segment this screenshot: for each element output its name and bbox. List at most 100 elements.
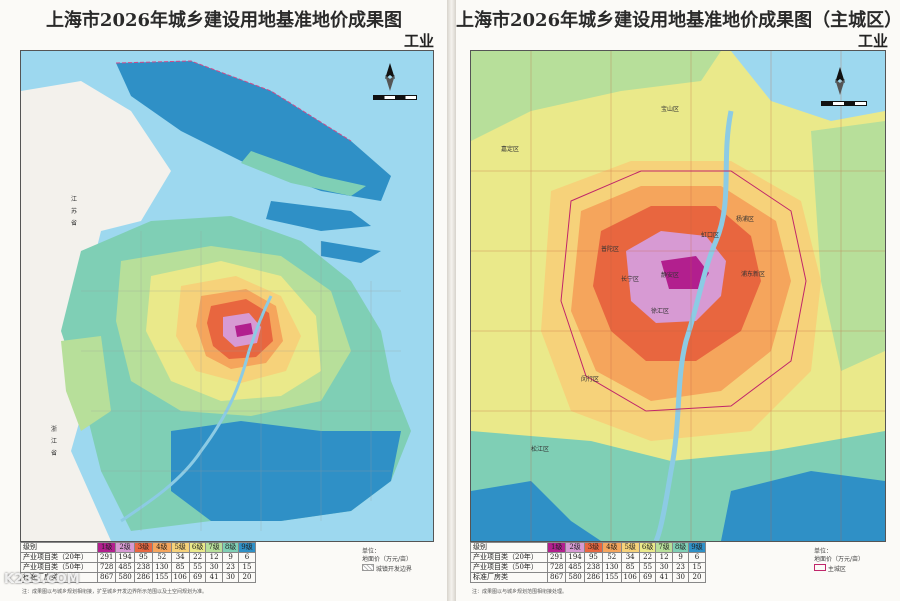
legend-cell: 580 — [565, 572, 585, 583]
place-label-sheng: 省 — [71, 219, 77, 227]
legend-level: 7级 — [655, 542, 673, 553]
district-label: 徐汇区 — [651, 307, 669, 315]
level1-zone — [235, 323, 253, 337]
legend-cell: 728 — [546, 562, 567, 573]
legend-level-header: 级别 — [20, 542, 98, 553]
legend-level: 1级 — [546, 542, 567, 553]
unit-label: 单位： — [362, 548, 381, 555]
legend-cell: 106 — [620, 572, 640, 583]
legend-cell: 291 — [96, 552, 117, 563]
legend-row: 标准厂房类 867 580 286 155 106 69 41 30 20 — [470, 572, 706, 583]
legend-row: 产业项目类（50年） 728 485 238 130 85 55 30 23 15 — [470, 562, 706, 573]
legend-level-header: 级别 — [470, 542, 548, 553]
scale-bar — [373, 95, 417, 100]
legend-cell: 286 — [133, 572, 154, 583]
legend-cell: 238 — [583, 562, 604, 573]
legend-cell: 155 — [602, 572, 622, 583]
legend-level: 5级 — [620, 542, 640, 553]
legend-cell: 30 — [655, 562, 673, 573]
district-label: 静安区 — [661, 271, 679, 279]
legend-row-label: 产业项目类（50年） — [470, 562, 548, 573]
left-map-canvas: 江 苏 省 浙 江 省 — [20, 50, 434, 542]
legend-cell: 867 — [96, 572, 117, 583]
legend-level: 8级 — [671, 542, 690, 553]
legend-cell: 106 — [170, 572, 190, 583]
legend-cell: 34 — [170, 552, 190, 563]
level1-zone — [661, 256, 709, 289]
legend-cell: 9 — [671, 552, 690, 563]
legend-cell: 30 — [221, 572, 240, 583]
legend-cell: 155 — [152, 572, 172, 583]
legend-cell: 12 — [655, 552, 673, 563]
left-footnote: 注：成果图以与城乡规划相衔接，扩至城乡开发边界所示范围以及土空间规划为准。 — [22, 589, 208, 595]
legend-cell: 55 — [638, 562, 657, 573]
left-map-subtitle: 工业 — [403, 32, 434, 50]
legend-level: 6级 — [638, 542, 657, 553]
legend-cell: 6 — [238, 552, 256, 563]
left-map-title: 上海市2026年城乡建设用地基准地价成果图 — [45, 10, 403, 31]
district-label: 闵行区 — [581, 375, 599, 383]
legend-cell: 130 — [602, 562, 622, 573]
left-legend-table: 级别 1级 2级 3级 4级 5级 6级 7级 8级 9级 产业项目类（20年）… — [20, 542, 256, 583]
legend-cell: 130 — [152, 562, 172, 573]
legend-cell: 95 — [583, 552, 604, 563]
legend-level: 5级 — [170, 542, 190, 553]
legend-level: 3级 — [583, 542, 604, 553]
legend-level: 2级 — [115, 542, 135, 553]
legend-level: 9级 — [688, 542, 706, 553]
legend-cell: 85 — [620, 562, 640, 573]
legend-cell: 52 — [602, 552, 622, 563]
place-label-jiang2: 江 — [51, 438, 57, 445]
legend-cell: 23 — [671, 562, 690, 573]
legend-level: 9级 — [238, 542, 256, 553]
scale-bar — [821, 101, 867, 106]
huangpu-river — [653, 110, 734, 541]
legend-cell: 291 — [546, 552, 567, 563]
main-city-boundary — [560, 170, 807, 412]
legend-level: 4级 — [152, 542, 172, 553]
right-map-canvas: 静安区 长宁区 徐汇区 虹口区 杨浦区 浦东新区 宝山区 普陀区 闵行区 松江区… — [470, 50, 886, 542]
legend-cell: 580 — [115, 572, 135, 583]
legend-cell: 69 — [188, 572, 207, 583]
legend-level: 7级 — [205, 542, 223, 553]
legend-cell: 34 — [620, 552, 640, 563]
legend-level: 6级 — [188, 542, 207, 553]
legend-cell: 6 — [688, 552, 706, 563]
legend-cell: 9 — [221, 552, 240, 563]
legend-cell: 69 — [638, 572, 657, 583]
legend-cell: 41 — [205, 572, 223, 583]
legend-row-label: 产业项目类（20年） — [470, 552, 548, 563]
book-gutter — [447, 0, 457, 601]
legend-level-row: 级别 1级 2级 3级 4级 5级 6级 7级 8级 9级 — [20, 542, 256, 553]
unit-value: 地面价（万元/亩） — [362, 556, 413, 563]
legend-cell: 23 — [221, 562, 240, 573]
legend-cell: 41 — [655, 572, 673, 583]
legend-row-label: 产业项目类（20年） — [20, 552, 98, 563]
legend-level: 4级 — [602, 542, 622, 553]
legend-cell: 867 — [546, 572, 567, 583]
legend-cell: 12 — [205, 552, 223, 563]
legend-cell: 15 — [688, 562, 706, 573]
right-footnote: 注：成果图以与城乡规划范围相衔接处理。 — [472, 589, 568, 595]
legend-cell: 485 — [565, 562, 585, 573]
legend-level: 8级 — [221, 542, 240, 553]
unit-label: 单位： — [814, 548, 833, 555]
hatch-swatch-icon — [362, 564, 374, 571]
legend-level: 3级 — [133, 542, 154, 553]
district-label: 长宁区 — [621, 275, 639, 283]
legend-cell: 22 — [638, 552, 657, 563]
place-label-su: 苏 — [71, 207, 77, 215]
place-label-zhe: 浙 — [51, 425, 57, 433]
place-label-sheng2: 省 — [51, 449, 57, 457]
right-legend-table: 级别 1级 2级 3级 4级 5级 6级 7级 8级 9级 产业项目类（20年）… — [470, 542, 706, 583]
legend-row: 产业项目类（20年） 291 194 95 52 34 22 12 9 6 — [470, 552, 706, 563]
neighbor-province-land — [21, 81, 171, 541]
district-label: 虹口区 — [701, 231, 719, 239]
legend-level: 1级 — [96, 542, 117, 553]
legend-cell: 30 — [205, 562, 223, 573]
legend-cell: 85 — [170, 562, 190, 573]
left-map-page: 上海市2026年城乡建设用地基准地价成果图 工业 — [0, 0, 448, 601]
right-map-title: 上海市2026年城乡建设用地基准地价成果图（主城区） — [456, 10, 900, 31]
legend-level: 2级 — [565, 542, 585, 553]
district-label: 宝山区 — [661, 105, 679, 113]
